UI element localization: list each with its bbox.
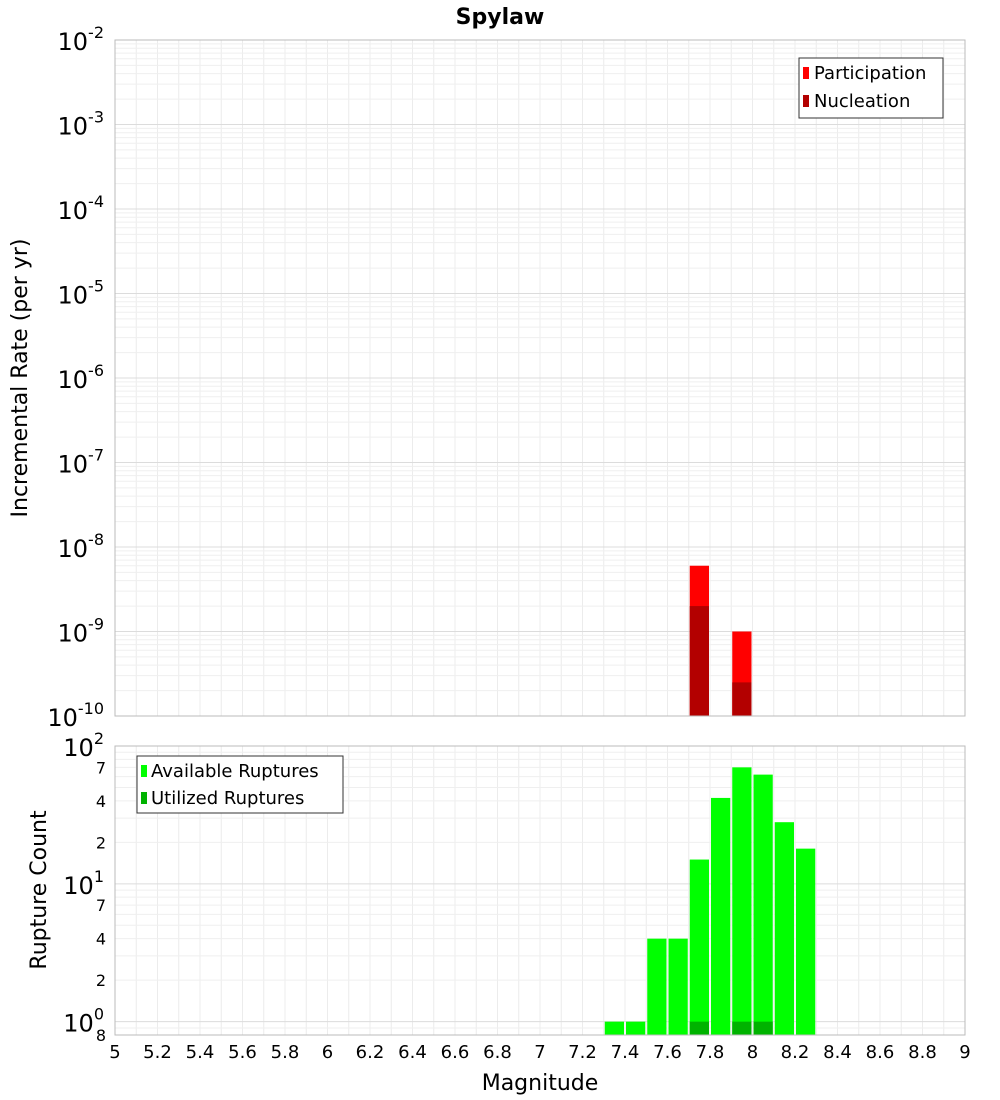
top-plot: 10-10 10-9 10-8 10-7 10-6 10-5 10-4 10-3 10-2 Par…: [47, 23, 966, 732]
x-tick-label: 7.4: [611, 1042, 640, 1063]
available-ruptures-bar: [774, 822, 794, 1035]
available-ruptures-bar: [732, 767, 752, 1035]
y-tick-label: 4: [96, 930, 106, 949]
x-tick-label: 5.8: [271, 1042, 300, 1063]
x-tick-label: 6.8: [483, 1042, 512, 1063]
legend: Available Ruptures Utilized Ruptures: [136, 755, 344, 814]
legend-swatch: [141, 792, 147, 804]
x-tick-label: 6: [322, 1042, 333, 1063]
utilized-ruptures-bar: [732, 1021, 752, 1035]
available-ruptures-bar: [604, 1021, 624, 1035]
y-tick-label: 101: [63, 867, 104, 900]
utilized-ruptures-bar: [689, 1021, 709, 1035]
y-tick-label: 10-5: [58, 277, 105, 310]
y-tick-label: 10-9: [58, 615, 105, 648]
y-tick-label: 8: [96, 1026, 106, 1045]
y-tick-label: 10-6: [58, 361, 105, 394]
y-tick-label: 10-4: [58, 192, 105, 225]
x-tick-label: 9: [959, 1042, 970, 1063]
x-tick-label: 5.6: [228, 1042, 257, 1063]
x-tick-label: 7.8: [696, 1042, 725, 1063]
x-tick-label: 8.4: [823, 1042, 852, 1063]
x-axis-label: Magnitude: [482, 1071, 599, 1096]
y-tick-label: 10-7: [58, 446, 105, 479]
x-tick-label: 6.4: [398, 1042, 427, 1063]
bottom-ylabel: Rupture Count: [27, 810, 52, 970]
available-ruptures-bar: [626, 1021, 646, 1035]
chart-title: Spylaw: [456, 5, 545, 30]
y-tick-label: 102: [63, 729, 104, 762]
plot-frame: [114, 745, 966, 1036]
legend-swatch: [141, 765, 147, 777]
y-tick-label: 7: [96, 758, 106, 777]
x-tick-label: 8.2: [781, 1042, 810, 1063]
y-tick-label: 10-2: [58, 23, 105, 56]
x-tick-label: 7.2: [568, 1042, 597, 1063]
x-tick-label: 7.6: [653, 1042, 682, 1063]
nucleation-bar: [689, 606, 709, 716]
y-tick-label: 2: [96, 971, 106, 990]
x-tick-label: 8: [747, 1042, 758, 1063]
legend-label: Utilized Ruptures: [151, 788, 304, 809]
x-tick-label: 6.2: [356, 1042, 385, 1063]
x-tick-label: 8.8: [908, 1042, 937, 1063]
x-tick-label: 5.2: [143, 1042, 172, 1063]
y-tick-label: 4: [96, 792, 106, 811]
plot-frame: [114, 39, 966, 717]
y-tick-label: 10-3: [58, 108, 105, 141]
legend-swatch: [803, 67, 809, 79]
legend-box: [798, 57, 944, 119]
legend-box: [136, 755, 344, 814]
legend-label: Available Ruptures: [151, 761, 319, 782]
y-tick-label: 10-10: [47, 699, 104, 732]
y-tick-label: 10-8: [58, 530, 105, 563]
legend-label: Nucleation: [814, 91, 910, 112]
utilized-ruptures-bar: [753, 1021, 773, 1035]
nucleation-bar: [732, 682, 752, 716]
y-tick-label: 7: [96, 896, 106, 915]
x-tick-label: 5.4: [186, 1042, 215, 1063]
x-tick-label: 8.6: [866, 1042, 895, 1063]
legend-label: Participation: [814, 63, 926, 84]
y-tick-label: 2: [96, 833, 106, 852]
available-ruptures-bar: [796, 848, 816, 1035]
x-tick-label: 6.6: [441, 1042, 470, 1063]
legend: Participation Nucleation: [798, 57, 944, 119]
available-ruptures-bar: [753, 774, 773, 1035]
x-tick-label: 7: [534, 1042, 545, 1063]
available-ruptures-bar: [689, 859, 709, 1035]
legend-swatch: [803, 95, 809, 107]
available-ruptures-bar: [647, 938, 667, 1035]
available-ruptures-bar: [711, 797, 731, 1035]
available-ruptures-bar: [668, 938, 688, 1035]
y-tick-label: 100: [63, 1005, 104, 1038]
x-tick-label: 5: [109, 1042, 120, 1063]
top-ylabel: Incremental Rate (per yr): [8, 239, 33, 518]
